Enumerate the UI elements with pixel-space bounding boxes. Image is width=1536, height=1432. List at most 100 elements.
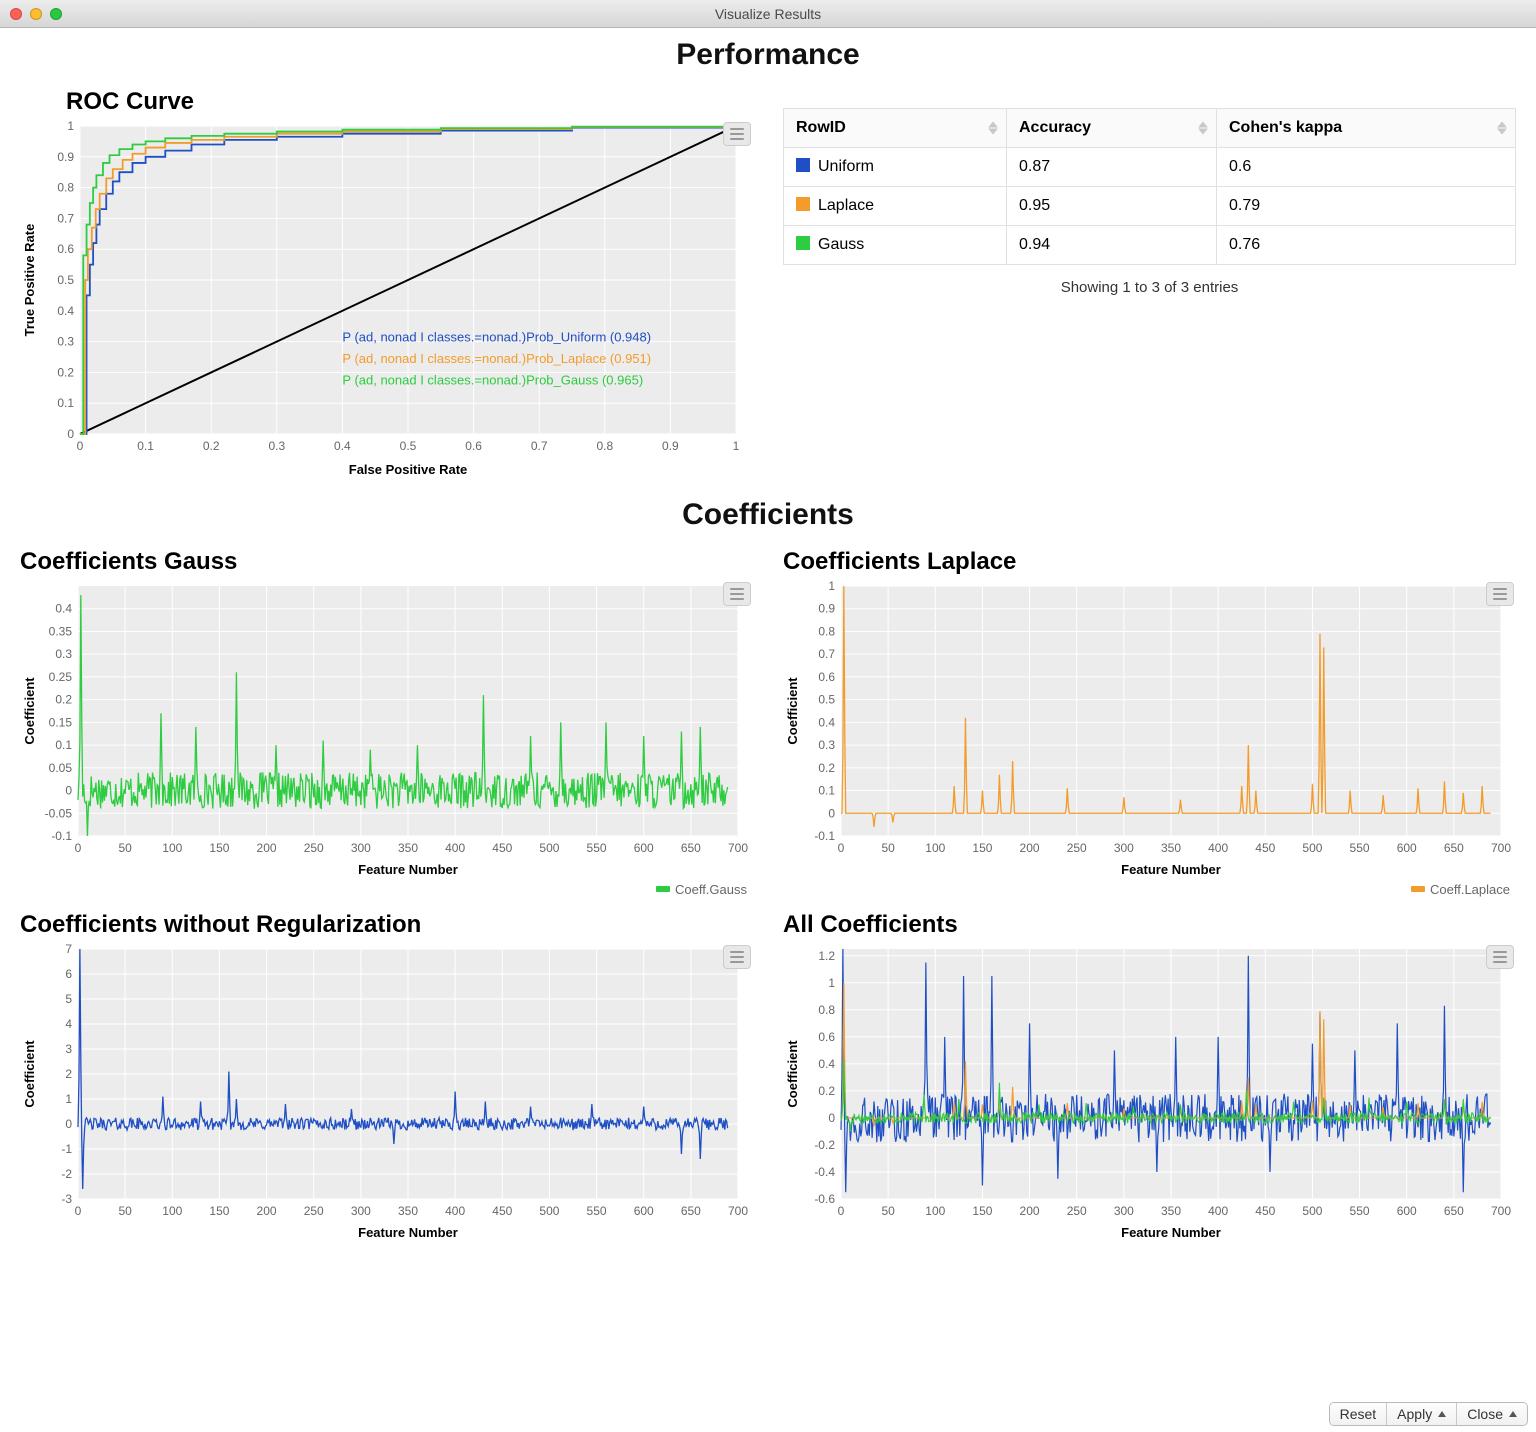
svg-text:0.5: 0.5	[57, 273, 74, 287]
svg-text:600: 600	[634, 841, 654, 855]
svg-text:0.1: 0.1	[818, 784, 835, 798]
chart-menu-button[interactable]	[723, 122, 751, 146]
svg-text:100: 100	[162, 841, 182, 855]
table-header-accuracy[interactable]: Accuracy	[1006, 109, 1216, 148]
svg-text:0.8: 0.8	[596, 439, 613, 453]
coeff-laplace-title: Coefficients Laplace	[783, 548, 1516, 576]
coefficients-heading: Coefficients	[20, 498, 1516, 532]
svg-text:0.1: 0.1	[55, 738, 72, 752]
titlebar: Visualize Results	[0, 0, 1536, 28]
coeff-all-chart: 0501001502002503003504004505005506006507…	[783, 943, 1513, 1243]
table-header-cohen-s-kappa[interactable]: Cohen's kappa	[1216, 109, 1515, 148]
svg-text:0: 0	[65, 1117, 72, 1131]
svg-text:-0.1: -0.1	[814, 829, 835, 843]
svg-text:0: 0	[838, 841, 845, 855]
chart-menu-button[interactable]	[1486, 582, 1514, 606]
chart-menu-button[interactable]	[723, 945, 751, 969]
svg-text:700: 700	[1491, 1204, 1511, 1218]
row-label: Uniform	[818, 158, 874, 175]
svg-text:400: 400	[1208, 1204, 1228, 1218]
table-row[interactable]: Gauss0.940.76	[784, 226, 1516, 265]
svg-text:0.2: 0.2	[203, 439, 220, 453]
svg-text:Coefficient: Coefficient	[22, 1040, 37, 1108]
svg-text:0: 0	[828, 806, 835, 820]
svg-text:300: 300	[1114, 1204, 1134, 1218]
svg-text:500: 500	[539, 1204, 559, 1218]
svg-text:400: 400	[1208, 841, 1228, 855]
svg-text:2: 2	[65, 1067, 72, 1081]
svg-text:600: 600	[1397, 841, 1417, 855]
table-row[interactable]: Uniform0.870.6	[784, 148, 1516, 187]
table-header-rowid[interactable]: RowID	[784, 109, 1007, 148]
svg-text:300: 300	[351, 841, 371, 855]
svg-text:600: 600	[1397, 1204, 1417, 1218]
svg-text:P (ad, nonad I classes.=nonad.: P (ad, nonad I classes.=nonad.)Prob_Gaus…	[342, 373, 643, 388]
svg-text:0: 0	[75, 841, 82, 855]
svg-text:650: 650	[681, 841, 701, 855]
svg-text:False Positive Rate: False Positive Rate	[349, 462, 468, 477]
svg-text:550: 550	[587, 841, 607, 855]
apply-button[interactable]: Apply	[1387, 1403, 1457, 1425]
coeff-gauss-legend: Coeff.Gauss	[20, 882, 753, 897]
svg-text:1: 1	[828, 976, 835, 990]
svg-text:0: 0	[75, 1204, 82, 1218]
svg-text:0.4: 0.4	[334, 439, 351, 453]
svg-text:Feature Number: Feature Number	[358, 1225, 458, 1240]
svg-text:4: 4	[65, 1017, 72, 1031]
roc-title: ROC Curve	[66, 88, 753, 116]
svg-text:100: 100	[925, 1204, 945, 1218]
svg-text:400: 400	[445, 841, 465, 855]
svg-text:-0.2: -0.2	[814, 1138, 835, 1152]
svg-text:0.9: 0.9	[57, 150, 74, 164]
svg-text:650: 650	[681, 1204, 701, 1218]
footer-buttons: Reset Apply Close	[1329, 1402, 1528, 1426]
svg-text:1: 1	[733, 439, 740, 453]
svg-text:450: 450	[1255, 1204, 1275, 1218]
svg-text:-0.6: -0.6	[814, 1192, 835, 1206]
svg-text:150: 150	[972, 841, 992, 855]
roc-chart-wrap: 00.10.20.30.40.50.60.70.80.9100.10.20.30…	[20, 120, 753, 480]
color-swatch	[796, 197, 810, 211]
svg-text:0.35: 0.35	[49, 624, 73, 638]
coeff-uniform-chart: 0501001502002503003504004505005506006507…	[20, 943, 750, 1243]
svg-text:400: 400	[445, 1204, 465, 1218]
svg-text:-0.1: -0.1	[51, 829, 72, 843]
chart-menu-button[interactable]	[723, 582, 751, 606]
color-swatch	[796, 236, 810, 250]
svg-text:150: 150	[209, 841, 229, 855]
svg-text:0: 0	[828, 1111, 835, 1125]
svg-text:300: 300	[351, 1204, 371, 1218]
svg-text:200: 200	[257, 841, 277, 855]
svg-text:0.2: 0.2	[57, 365, 74, 379]
svg-text:350: 350	[1161, 841, 1181, 855]
svg-text:350: 350	[398, 1204, 418, 1218]
svg-text:0.8: 0.8	[57, 181, 74, 195]
svg-text:0.4: 0.4	[818, 1057, 835, 1071]
close-button[interactable]: Close	[1457, 1403, 1527, 1425]
svg-text:Feature Number: Feature Number	[1121, 862, 1221, 877]
svg-text:0.7: 0.7	[531, 439, 548, 453]
svg-text:0.3: 0.3	[57, 335, 74, 349]
svg-text:0.2: 0.2	[55, 693, 72, 707]
table-row[interactable]: Laplace0.950.79	[784, 187, 1516, 226]
svg-text:250: 250	[304, 1204, 324, 1218]
performance-heading: Performance	[20, 38, 1516, 72]
svg-text:0.3: 0.3	[55, 647, 72, 661]
reset-button[interactable]: Reset	[1330, 1403, 1388, 1425]
svg-text:0.5: 0.5	[818, 693, 835, 707]
chart-menu-button[interactable]	[1486, 945, 1514, 969]
svg-text:350: 350	[398, 841, 418, 855]
svg-text:550: 550	[1350, 1204, 1370, 1218]
svg-text:0.9: 0.9	[662, 439, 679, 453]
svg-text:0.6: 0.6	[57, 242, 74, 256]
row-label: Gauss	[818, 236, 864, 253]
svg-text:0.3: 0.3	[818, 738, 835, 752]
svg-text:450: 450	[1255, 841, 1275, 855]
svg-text:-0.05: -0.05	[45, 806, 73, 820]
svg-text:250: 250	[1067, 1204, 1087, 1218]
svg-text:1: 1	[65, 1092, 72, 1106]
svg-text:Coefficient: Coefficient	[785, 1040, 800, 1108]
svg-text:-1: -1	[61, 1142, 72, 1156]
svg-text:0.2: 0.2	[818, 1084, 835, 1098]
svg-text:P (ad, nonad I classes.=nonad.: P (ad, nonad I classes.=nonad.)Prob_Unif…	[342, 330, 651, 345]
